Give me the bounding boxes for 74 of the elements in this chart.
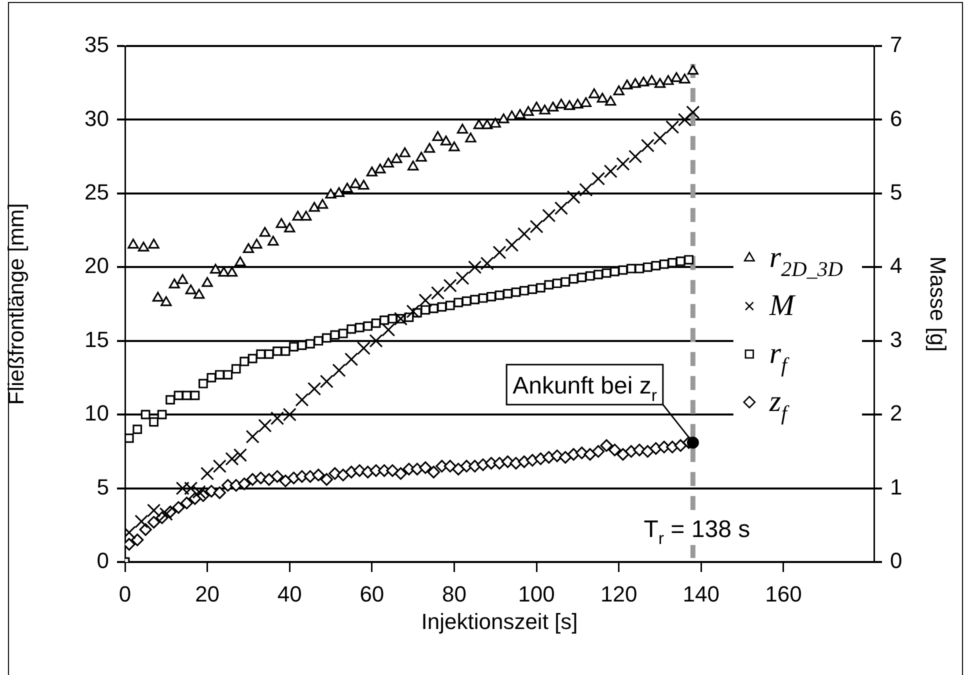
point: [212, 459, 226, 473]
point: [308, 382, 322, 396]
point: [566, 190, 580, 204]
point: [678, 112, 692, 127]
y-tick-label: 25: [84, 179, 109, 204]
y-tick-label: 15: [84, 326, 109, 352]
point: [456, 271, 470, 286]
point: [616, 157, 630, 171]
point: [443, 278, 457, 292]
point: [134, 514, 148, 528]
x-tick-label: 80: [442, 581, 466, 606]
point: [480, 256, 494, 270]
point: [147, 504, 161, 518]
x-tick-label: 100: [518, 581, 555, 606]
point: [579, 182, 593, 197]
point: [686, 106, 700, 120]
point: [554, 201, 568, 215]
point: [233, 448, 248, 462]
point: [192, 485, 206, 499]
point: [517, 227, 532, 241]
y-tick-label: 35: [84, 32, 109, 58]
y-tick-label: 10: [84, 400, 109, 426]
point: [628, 150, 642, 164]
point: [344, 352, 358, 366]
x-axis-title: Injektionszeit [s]: [421, 608, 578, 634]
x-tick-label: 20: [195, 581, 220, 606]
x-tick-label: 40: [277, 581, 302, 606]
point: [159, 507, 173, 521]
y-tick-label: 0: [96, 548, 109, 574]
point: [246, 430, 260, 444]
point: [505, 238, 519, 252]
point: [184, 481, 198, 496]
y2-tick-label: 2: [890, 400, 902, 426]
x-tick-label: 160: [765, 581, 802, 606]
legend-label: M: [768, 289, 796, 322]
y2-tick-label: 3: [890, 326, 902, 352]
y-tick-label: 20: [84, 253, 109, 278]
point: [200, 466, 214, 480]
y2-axis-title: Masse [g]: [926, 256, 951, 352]
point: [369, 334, 383, 348]
point: [653, 131, 667, 145]
point: [225, 452, 239, 466]
point: [492, 246, 506, 260]
x-tick-label: 140: [682, 581, 720, 606]
y2-tick-label: 1: [890, 474, 902, 500]
point: [604, 164, 618, 178]
point: [666, 120, 680, 134]
point: [332, 364, 346, 378]
point: [320, 374, 334, 388]
y2-tick-label: 5: [890, 179, 902, 204]
point: [530, 220, 544, 234]
y-axis-title: Fließfrontlänge [mm]: [3, 203, 28, 405]
point: [295, 393, 309, 407]
y-tick-label: 5: [96, 474, 109, 500]
x-tick-label: 120: [600, 581, 638, 606]
point: [418, 294, 432, 308]
y2-tick-label: 6: [890, 106, 902, 131]
point: [542, 208, 556, 222]
point: [282, 408, 296, 422]
y2-tick-label: 0: [890, 548, 902, 574]
point: [258, 418, 272, 432]
y-tick-label: 30: [84, 106, 109, 131]
y2-tick-label: 4: [890, 253, 902, 278]
point: [356, 341, 371, 356]
y2-tick-label: 7: [890, 32, 902, 58]
point: [382, 322, 396, 337]
x-tick-label: 0: [118, 581, 132, 606]
point: [591, 172, 606, 186]
x-tick-label: 60: [360, 581, 384, 606]
point: [176, 481, 190, 496]
point: [430, 286, 445, 300]
point: [468, 260, 482, 274]
point: [640, 138, 654, 152]
point: [270, 411, 284, 426]
